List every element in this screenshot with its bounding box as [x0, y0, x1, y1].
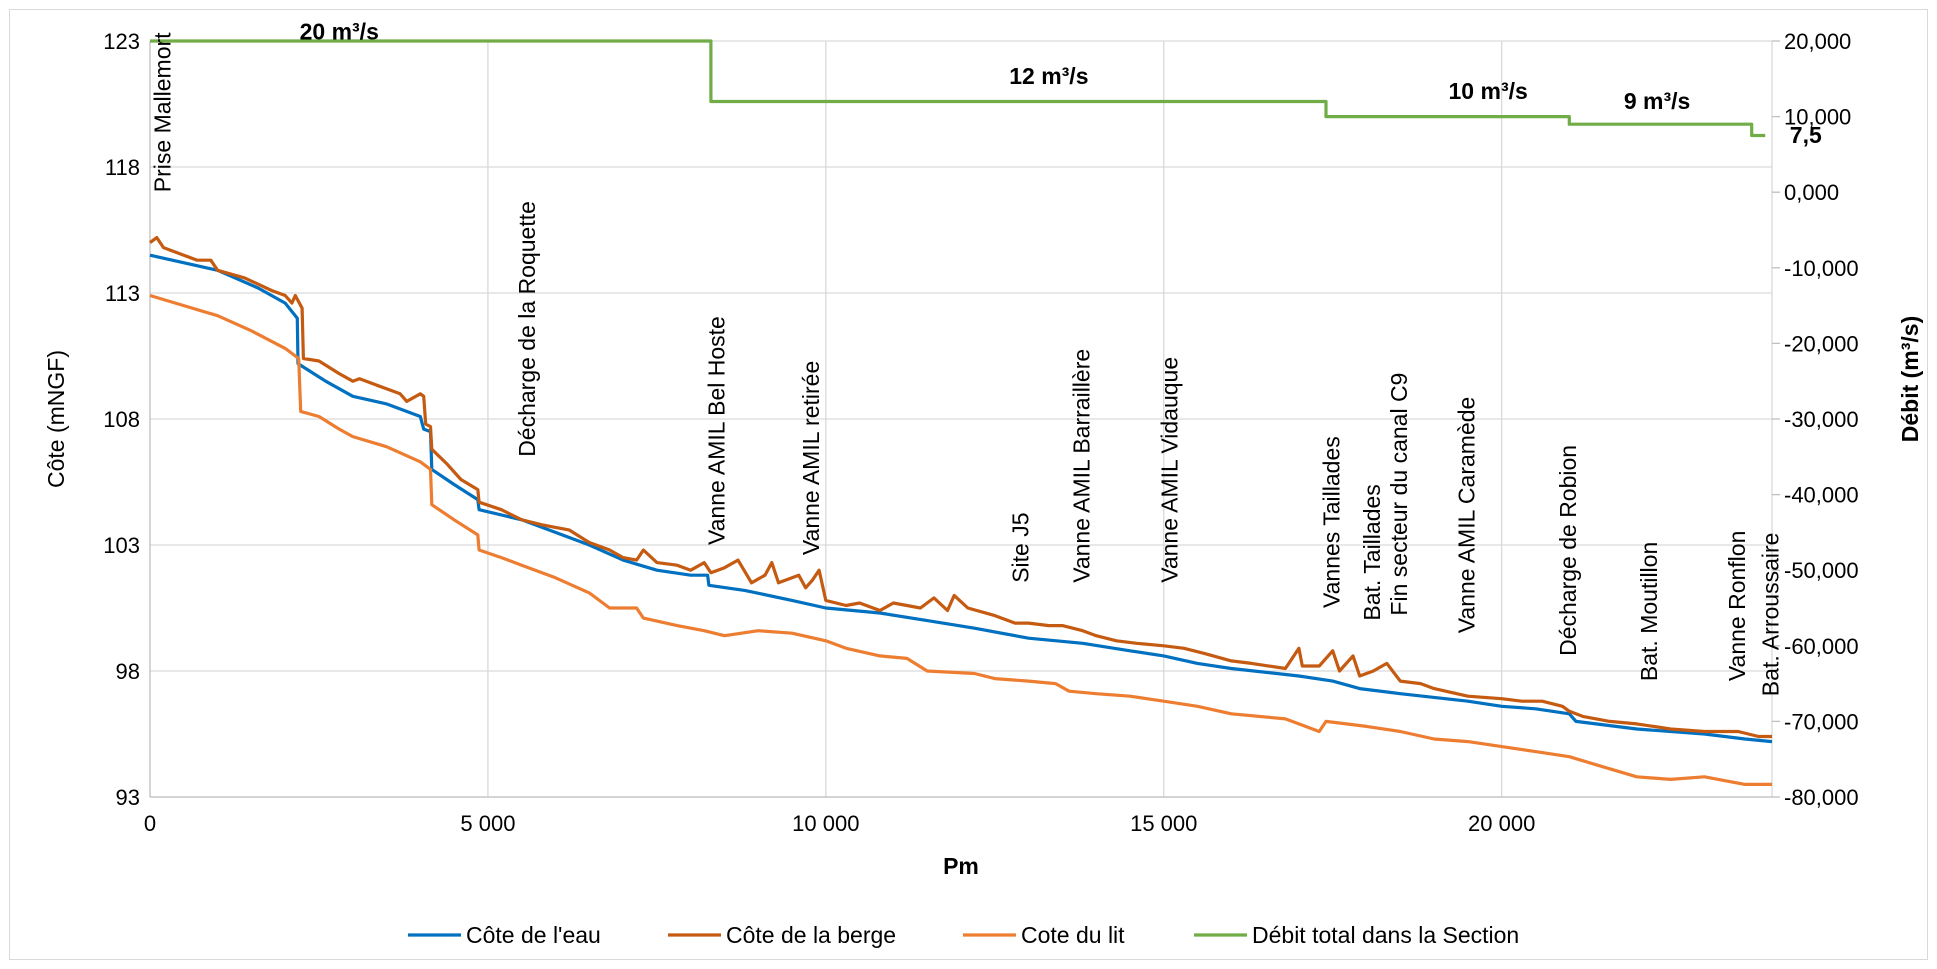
legend: Côte de l'eau Côte de la berge Cote du lit… [408, 922, 1519, 948]
legend-label-3: Débit total dans la Section [1252, 922, 1519, 948]
site-label: Décharge de la Roquette [514, 201, 540, 457]
site-label: Vanne AMIL retirée [798, 361, 824, 555]
y-tick-label: 108 [103, 407, 140, 432]
y2-tick-label: -50,000 [1784, 558, 1859, 583]
series-line-3 [150, 39, 1766, 138]
x-tick-label: 0 [144, 811, 156, 836]
y-axis-title: Côte (mNGF) [43, 350, 69, 488]
x-axis-ticks: 0 5 000 10 000 15 000 20 000 [144, 811, 1535, 836]
y2-tick-label: -30,000 [1784, 407, 1859, 432]
y-tick-label: 103 [103, 533, 140, 558]
y2-tick-label: -10,000 [1784, 256, 1859, 281]
site-label: Décharge de Robion [1555, 445, 1581, 656]
series-line-2 [149, 293, 1772, 786]
site-label: Vannes Taillades [1318, 436, 1344, 608]
y-tick-label: 123 [103, 29, 140, 54]
x-tick-label: 15 000 [1130, 811, 1197, 836]
site-label: Vanne AMIL Caramède [1454, 397, 1480, 634]
y2-axis-title: Débit (m³/s) [1897, 316, 1923, 443]
flow-label: 12 m³/s [1009, 63, 1088, 89]
data-series [149, 39, 1773, 786]
y2-tick-label: -60,000 [1784, 634, 1859, 659]
y-axis-ticks: 93 98 103 108 113 118 123 [103, 29, 140, 810]
gridlines [149, 40, 1780, 798]
legend-label-0: Côte de l'eau [466, 922, 601, 948]
chart-frame [9, 9, 1928, 960]
site-label: Vanne AMIL Vidauque [1156, 357, 1182, 583]
y-tick-label: 113 [105, 281, 140, 306]
site-label: Bat. Moutillon [1636, 542, 1662, 681]
x-tick-label: 10 000 [792, 811, 859, 836]
y2-tick-label: -70,000 [1784, 709, 1859, 734]
site-label: Vanne Ronflon [1724, 531, 1750, 681]
x-axis-title: Pm [943, 853, 979, 879]
site-label: Prise Mallemort [149, 32, 175, 192]
y2-tick-label: 0,000 [1784, 180, 1839, 205]
site-label: Vanne AMIL Barraillère [1068, 349, 1094, 583]
legend-label-1: Côte de la berge [726, 922, 896, 948]
y2-tick-label: -20,000 [1784, 331, 1859, 356]
y2-axis-ticks: 20,000 10,000 0,000 -10,000 -20,000 -30,000 -4… [1784, 29, 1859, 810]
y2-tick-label: -40,000 [1784, 483, 1859, 508]
y2-tick-label: 10,000 [1784, 105, 1851, 130]
site-label: Bat. Taillades [1359, 484, 1385, 620]
flow-label: 10 m³/s [1449, 78, 1528, 104]
site-label: Fin secteur du canal C9 [1386, 373, 1412, 616]
flow-label: 20 m³/s [300, 18, 379, 44]
legend-label-2: Cote du lit [1021, 922, 1125, 948]
series-line-1 [149, 236, 1772, 739]
site-label: Bat. Arroussaire [1758, 533, 1784, 697]
y2-tick-label: 20,000 [1784, 29, 1851, 54]
flow-label: 9 m³/s [1624, 88, 1690, 114]
site-label: Site J5 [1008, 512, 1034, 582]
y-tick-label: 93 [116, 785, 140, 810]
site-label: Vanne AMIL Bel Hoste [703, 316, 729, 545]
flow-label: 7,5 [1790, 122, 1822, 148]
site-labels: Prise Mallemort Décharge de la Roquette Va… [149, 32, 1783, 696]
y-tick-label: 98 [116, 659, 140, 684]
y2-tick-label: -80,000 [1784, 785, 1859, 810]
flow-labels: 20 m³/s 12 m³/s 10 m³/s 9 m³/s 7,5 [300, 18, 1822, 148]
y-tick-label: 118 [105, 155, 140, 180]
x-tick-label: 20 000 [1468, 811, 1535, 836]
x-tick-label: 5 000 [460, 811, 515, 836]
series-line-0 [149, 253, 1773, 744]
